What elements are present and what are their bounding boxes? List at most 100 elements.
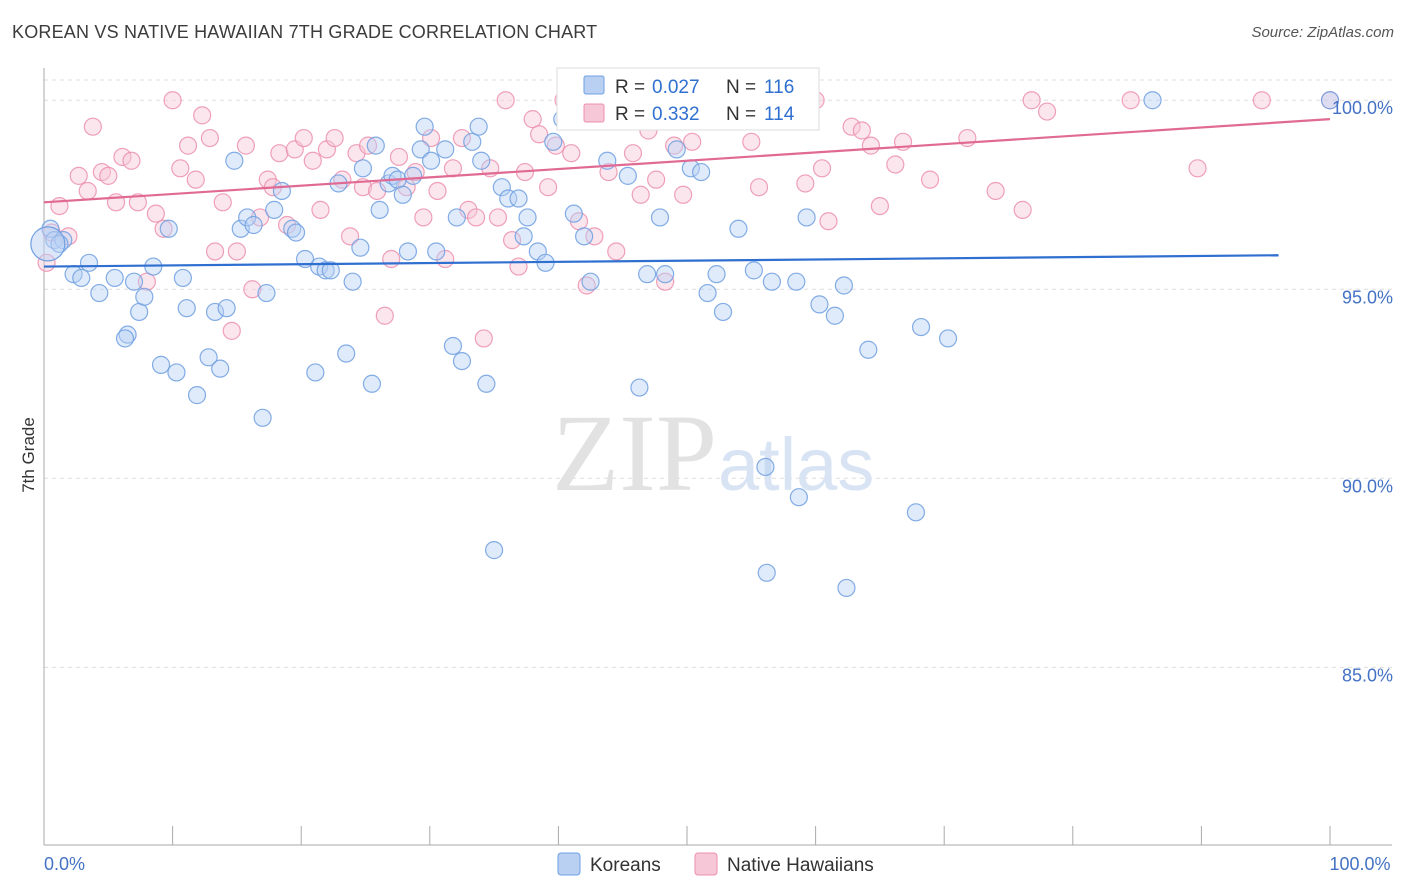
korean-point-32: [272, 181, 292, 201]
hawaiian-point-95: [812, 159, 832, 178]
korean-point-69: [509, 189, 528, 208]
series-koreans: [30, 91, 1340, 598]
hawaiian-point-84: [674, 185, 693, 204]
korean-point-82: [638, 265, 657, 284]
hawaiian-point-62: [503, 231, 522, 250]
legend-r-label-1: R =: [615, 77, 645, 98]
axes: [43, 68, 1392, 846]
hawaiian-point-61: [496, 91, 515, 110]
hawaiian-point-73: [585, 227, 604, 246]
korean-point-100: [825, 306, 844, 325]
legend-swatch-native-hawaiians: [583, 103, 605, 123]
korean-point-57: [427, 242, 446, 261]
hawaiian-point-58: [474, 329, 493, 348]
hawaiian-point-46: [382, 249, 401, 269]
korean-point-87: [692, 162, 711, 182]
korean-point-101: [834, 276, 853, 295]
korean-point-29: [253, 408, 272, 427]
hawaiian-point-24: [222, 321, 241, 340]
hawaiian-point-103: [986, 181, 1005, 201]
hawaiian-point-8: [99, 166, 118, 185]
korean-point-93: [756, 457, 775, 477]
korean-point-38: [316, 261, 335, 280]
hawaiian-point-27: [243, 280, 262, 299]
bottom-legend-swatch-native-hawaiians: [694, 852, 718, 876]
y-tick-label-3: 85.0%: [1342, 665, 1393, 685]
korean-point-71: [518, 208, 537, 227]
bottom-legend-native-hawaiians: Native Hawaiians: [727, 855, 874, 876]
korean-point-12: [130, 302, 149, 322]
hawaiian-point-20: [193, 106, 212, 125]
hawaiian-point-106: [1121, 91, 1140, 110]
hawaiian-point-104: [1013, 200, 1032, 219]
korean-point-24: [217, 299, 236, 318]
hawaiian-point-28: [250, 208, 270, 227]
korean-point-47: [370, 200, 389, 219]
hawaiian-point-67: [539, 178, 558, 197]
korean-point-108: [1320, 91, 1340, 110]
korean-point-21: [199, 348, 218, 367]
korean-point-58: [436, 140, 455, 159]
hawaiian-point-108: [1252, 91, 1271, 110]
hawaiian-point-50: [414, 208, 433, 227]
korean-point-66: [485, 541, 504, 560]
korean-point-98: [797, 208, 816, 227]
hawaiian-point-65: [523, 110, 542, 129]
korean-point-28: [244, 215, 263, 235]
korean-point-36: [306, 363, 325, 382]
hawaiian-point-17: [171, 159, 190, 178]
legend-r-label-2: R =: [615, 104, 645, 125]
legend-r-value-2: 0.332: [652, 104, 700, 125]
hawaiian-point-31: [270, 144, 289, 163]
korean-point-78: [581, 272, 600, 291]
korean-point-99: [810, 295, 829, 314]
hawaiian-point-105: [1037, 102, 1057, 121]
korean-point-77: [575, 227, 594, 246]
korean-point-52: [398, 242, 418, 261]
korean-point-55: [415, 117, 434, 136]
hawaiian-point-36: [311, 200, 330, 219]
hawaiian-point-38: [325, 128, 344, 148]
korean-point-104: [906, 503, 926, 522]
hawaiian-point-21: [200, 128, 219, 148]
korean-point-17: [167, 363, 186, 382]
hawaiian-point-98: [861, 136, 880, 155]
korean-point-63: [469, 117, 488, 136]
watermark-zip: ZIP: [552, 392, 717, 514]
hawaiian-point-34: [294, 128, 313, 148]
hawaiian-point-45: [375, 306, 394, 325]
hawaiian-point-57: [466, 208, 486, 227]
korean-point-7: [90, 283, 109, 303]
legend-n-label-2: N =: [726, 104, 756, 125]
korean-point-22: [205, 302, 225, 322]
hawaiian-point-5: [78, 181, 97, 201]
korean-point-68: [499, 189, 518, 208]
korean-point-45: [362, 374, 382, 393]
hawaiian-point-47: [389, 147, 409, 167]
hawaiian-point-93: [796, 174, 815, 193]
hawaiian-point-14: [146, 204, 165, 223]
watermark: ZIP atlas: [552, 392, 874, 514]
korean-point-95: [762, 272, 781, 291]
hawaiian-point-12: [128, 193, 147, 212]
korean-point-53: [403, 166, 423, 185]
hawaiian-point-6: [83, 117, 102, 136]
hawaiian-point-110: [749, 178, 769, 197]
bottom-legend-koreans: Koreans: [590, 855, 661, 876]
korean-point-70: [514, 227, 533, 246]
hawaiian-point-16: [163, 91, 182, 110]
korean-point-46: [366, 136, 385, 155]
hawaiian-point-101: [920, 170, 940, 189]
legend-n-label-1: N =: [726, 77, 756, 98]
korean-point-67: [492, 178, 511, 197]
hawaiian-point-97: [852, 121, 871, 140]
korean-point-51: [393, 185, 412, 204]
y-tick-label-0: 100.0%: [1332, 98, 1393, 118]
hawaiian-point-81: [647, 170, 666, 189]
hawaiian-point-11: [122, 151, 141, 170]
x-tick-labels: 0.0% 100.0%: [44, 854, 1391, 874]
korean-point-19: [177, 299, 196, 318]
korean-point-4: [79, 253, 99, 272]
korean-point-30: [257, 283, 276, 303]
